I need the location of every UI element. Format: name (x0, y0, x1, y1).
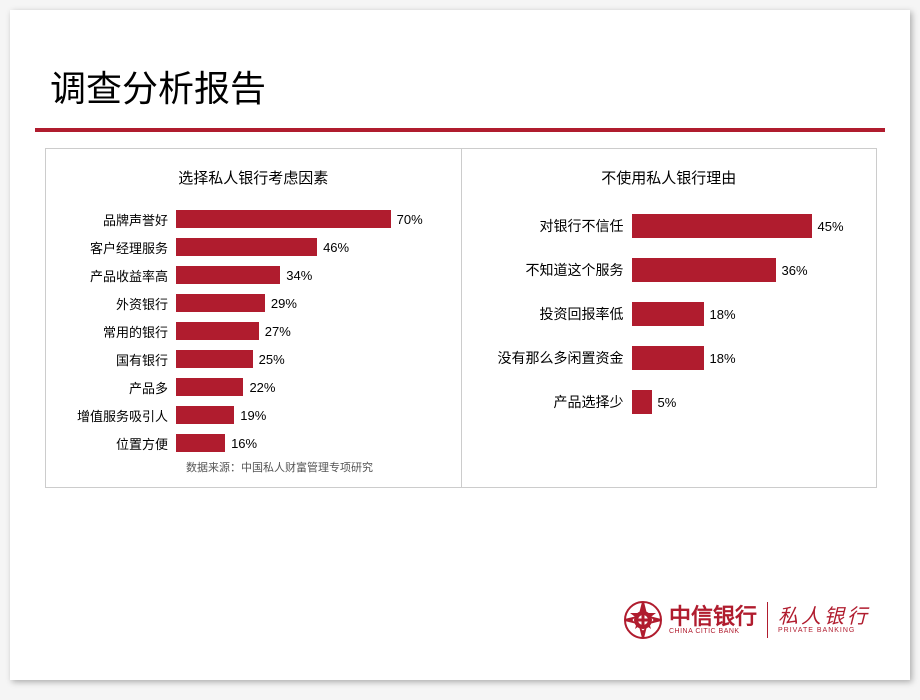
chart-bar (632, 346, 704, 370)
footer-divider (767, 602, 768, 638)
chart-row-label: 产品多 (46, 378, 176, 397)
chart-bar-area: 19% (176, 406, 461, 424)
chart-bar-value: 18% (704, 351, 736, 366)
chart-left-rows: 品牌声誉好 70% 客户经理服务 46% 产品收益率高 34% 外资银行 29% 常用的银行 27… (46, 206, 461, 456)
chart-row-label: 产品选择少 (462, 392, 632, 412)
chart-bar (176, 406, 234, 424)
chart-row-label: 增值服务吸引人 (46, 406, 176, 425)
chart-row: 投资回报率低 18% (462, 294, 877, 334)
chart-row-label: 产品收益率高 (46, 266, 176, 285)
chart-left-title: 选择私人银行考虑因素 (46, 167, 461, 188)
chart-bar-area: 18% (632, 346, 877, 370)
chart-row: 产品收益率高 34% (46, 262, 461, 288)
pb-cn: 私人银行 (778, 607, 870, 627)
chart-row: 常用的银行 27% (46, 318, 461, 344)
chart-bar-value: 45% (812, 219, 844, 234)
chart-bar (176, 294, 265, 312)
chart-right-rows: 对银行不信任 45% 不知道这个服务 36% 投资回报率低 18% 没有那么多闲置资金 18%… (462, 206, 877, 422)
page-title: 调查分析报告 (50, 60, 266, 112)
chart-right: 不使用私人银行理由 对银行不信任45%不知道这个服务36%投资回报率低18%没有… (462, 149, 877, 487)
slide: 调查分析报告 选择私人银行考虑因素 品牌声誉好 70% 客户经理服务 46% 产品收益率… (10, 10, 910, 680)
chart-bar-value: 29% (265, 296, 297, 311)
chart-bar-value: 25% (253, 352, 285, 367)
chart-row-label: 投资回报率低 (462, 304, 632, 324)
chart-bar-area: 25% (176, 350, 461, 368)
chart-bar-area: 27% (176, 322, 461, 340)
chart-bar-area: 22% (176, 378, 461, 396)
chart-source: 数据来源：中国私人财富管理专项研究 (186, 459, 373, 475)
bank-name-en: CHINA CITIC BANK (669, 628, 757, 635)
bank-name-cn: 中信银行 (669, 606, 757, 628)
chart-left: 选择私人银行考虑因素 品牌声誉好 70% 客户经理服务 46% 产品收益率高 34% 外资银… (46, 149, 461, 487)
chart-bar-value: 18% (704, 307, 736, 322)
chart-bar-value: 16% (225, 436, 257, 451)
chart-bar-area: 18% (632, 302, 877, 326)
chart-row: 增值服务吸引人 19% (46, 402, 461, 428)
chart-row-label: 品牌声誉好 (46, 210, 176, 229)
chart-row: 对银行不信任 45% (462, 206, 877, 246)
title-underline (35, 128, 885, 132)
chart-row: 不知道这个服务 36% (462, 250, 877, 290)
footer-logo-area: 中信银行 CHINA CITIC BANK 私人银行 PRIVATE BANKI… (623, 600, 870, 640)
chart-bar-value: 36% (776, 263, 808, 278)
chart-row: 位置方便 16% (46, 430, 461, 456)
chart-bar-area: 16% (176, 434, 461, 452)
chart-row: 品牌声誉好 70% (46, 206, 461, 232)
chart-bar (176, 350, 253, 368)
chart-row: 产品选择少 5% (462, 382, 877, 422)
chart-row-label: 国有银行 (46, 350, 176, 369)
chart-row-label: 外资银行 (46, 294, 176, 313)
chart-bar-area: 45% (632, 214, 877, 238)
chart-row-label: 对银行不信任 (462, 216, 632, 236)
bank-name-block: 中信银行 CHINA CITIC BANK (669, 606, 757, 635)
chart-row-label: 没有那么多闲置资金 (462, 348, 632, 368)
chart-bar-area: 46% (176, 238, 461, 256)
chart-bar (176, 434, 225, 452)
chart-bar-value: 5% (652, 395, 677, 410)
chart-row: 没有那么多闲置资金 18% (462, 338, 877, 378)
chart-row-label: 位置方便 (46, 434, 176, 453)
chart-bar-area: 29% (176, 294, 461, 312)
chart-bar-area: 34% (176, 266, 461, 284)
chart-bar (176, 238, 317, 256)
chart-bar (176, 322, 259, 340)
chart-bar-value: 22% (243, 380, 275, 395)
pb-en: PRIVATE BANKING (778, 627, 870, 634)
chart-row-label: 常用的银行 (46, 322, 176, 341)
chart-bar (632, 302, 704, 326)
chart-bar-area: 36% (632, 258, 877, 282)
chart-bar-value: 70% (391, 212, 423, 227)
chart-row: 国有银行 25% (46, 346, 461, 372)
chart-bar (176, 266, 280, 284)
chart-row: 客户经理服务 46% (46, 234, 461, 260)
citic-logo-icon (623, 600, 663, 640)
chart-bar (632, 214, 812, 238)
private-banking-block: 私人银行 PRIVATE BANKING (778, 607, 870, 634)
chart-row: 产品多 22% (46, 374, 461, 400)
chart-row-label: 客户经理服务 (46, 238, 176, 257)
chart-bar (632, 258, 776, 282)
chart-bar (632, 390, 652, 414)
chart-bar-value: 34% (280, 268, 312, 283)
chart-bar (176, 210, 391, 228)
chart-bar-value: 19% (234, 408, 266, 423)
chart-right-title: 不使用私人银行理由 (462, 167, 877, 188)
chart-bar (176, 378, 243, 396)
chart-bar-area: 5% (632, 390, 877, 414)
chart-bar-area: 70% (176, 210, 461, 228)
chart-bar-value: 46% (317, 240, 349, 255)
chart-row-label: 不知道这个服务 (462, 260, 632, 280)
chart-bar-value: 27% (259, 324, 291, 339)
chart-row: 外资银行 29% (46, 290, 461, 316)
charts-container: 选择私人银行考虑因素 品牌声誉好 70% 客户经理服务 46% 产品收益率高 34% 外资银… (45, 148, 877, 488)
